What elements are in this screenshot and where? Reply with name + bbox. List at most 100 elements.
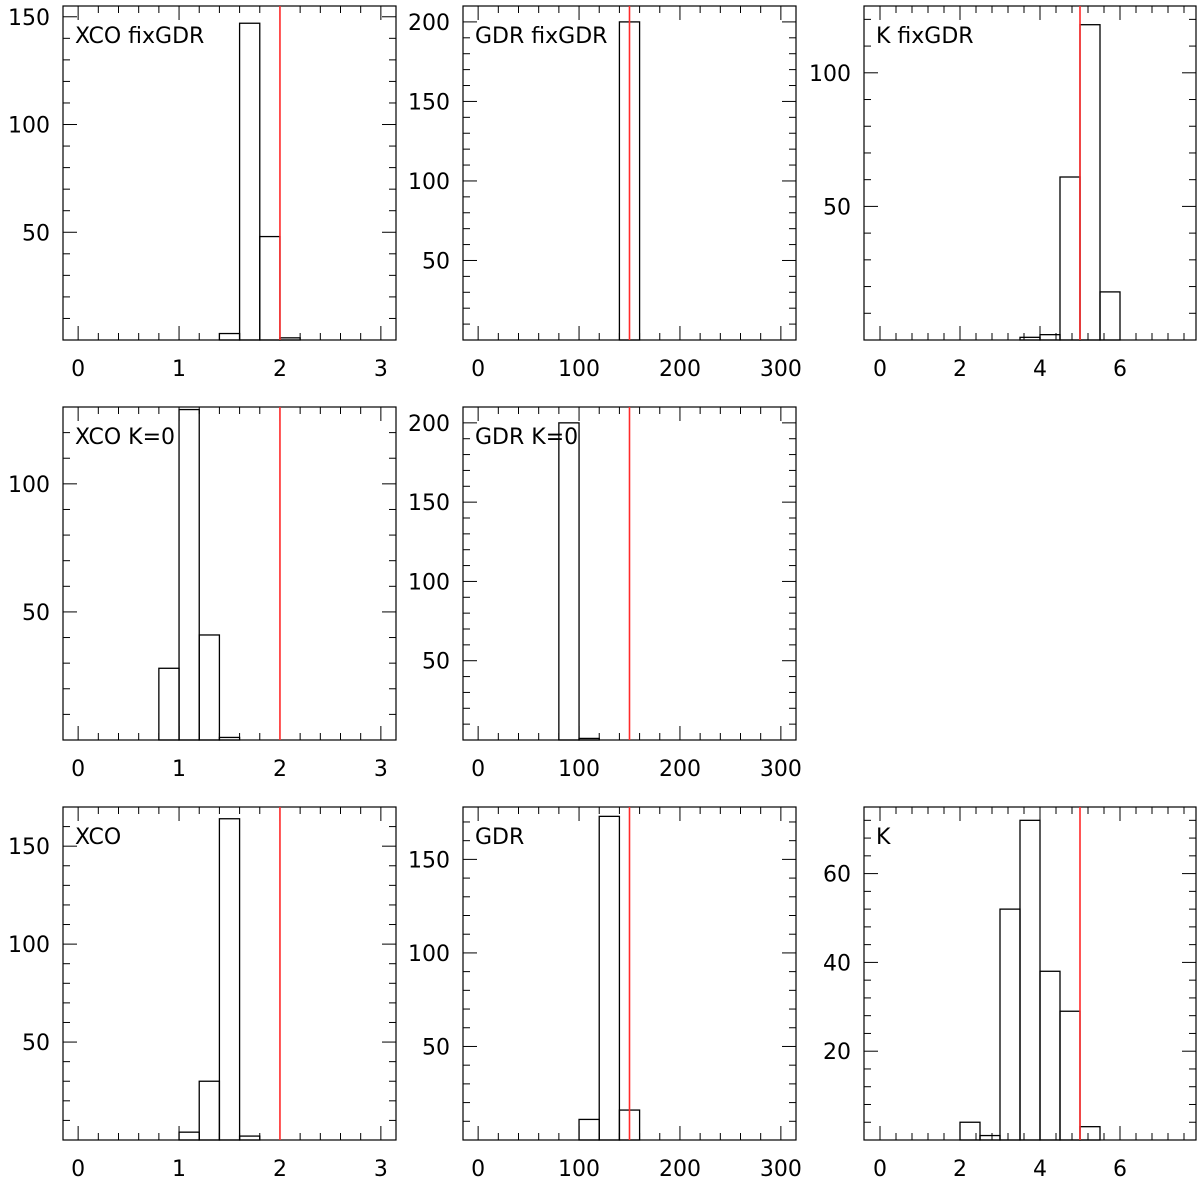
x-tick-label: 1 [172,1157,186,1181]
histogram-bar [178,408,200,741]
histogram-bar [158,667,180,741]
panel-label: XCO fixGDR [75,24,204,49]
x-tick-label: 200 [659,757,701,782]
x-tick-label: 300 [760,757,802,782]
panel-label: XCO K=0 [75,425,175,450]
panel-frame [62,5,397,341]
y-tick-label: 40 [823,951,851,976]
y-tick-label: 50 [422,1035,450,1060]
x-tick-label: 0 [471,1157,485,1181]
y-tick-label: 100 [408,570,450,595]
y-tick-label: 100 [8,933,50,958]
panel-label: GDR K=0 [475,425,578,450]
panel-label: K fixGDR [876,24,974,49]
x-tick-label: 0 [471,357,485,382]
y-tick-label: 150 [408,491,450,516]
y-tick-label: 50 [422,249,450,274]
x-tick-label: 3 [374,757,388,782]
histogram-bar [959,1121,981,1141]
histogram-bar [598,815,621,1141]
y-tick-label: 200 [408,412,450,437]
histogram-bar [1079,24,1101,341]
x-tick-label: 4 [1033,1157,1047,1181]
x-tick-label: 3 [374,1157,388,1181]
x-tick-label: 0 [873,357,887,382]
histogram-panel-7: 0 100 200 300 50 100 150 GDR [408,806,802,1181]
x-tick-label: 4 [1033,357,1047,382]
y-tick-label: 150 [8,6,50,31]
histogram-bar [1079,1126,1101,1141]
histogram-bar [999,908,1021,1141]
histogram-bar [259,235,281,341]
histogram-panel-3: 0 2 4 6 50 100 K fixGDR [809,5,1197,382]
histogram-bar [178,1131,200,1141]
x-tick-label: 200 [659,357,701,382]
y-tick-label: 150 [408,90,450,115]
histogram-panel-8: 0 2 4 6 20 40 60 K [823,806,1197,1181]
histogram-bar [1039,970,1061,1141]
y-tick-label: 50 [823,195,851,220]
x-tick-label: 0 [71,1157,85,1181]
panel-frame [863,5,1197,341]
panel-label: K [876,825,891,850]
histogram-panel-4: 0 1 2 3 50 100 XCO K=0 [8,406,397,782]
x-tick-label: 0 [71,357,85,382]
x-tick-label: 6 [1113,1157,1127,1181]
histogram-panel-6: 0 1 2 3 50 100 150 XCO [8,806,397,1181]
histogram-panel-1: 0 1 2 3 50 100 150 XCO fixGDR [8,5,397,382]
panel-label: GDR fixGDR [475,24,607,49]
x-tick-label: 0 [873,1157,887,1181]
x-tick-label: 2 [953,1157,967,1181]
x-tick-label: 0 [71,757,85,782]
x-tick-label: 1 [172,757,186,782]
histogram-bar [218,818,241,1141]
x-tick-label: 200 [659,1157,701,1181]
histogram-panel-5: 0 100 200 300 50 100 150 200 GDR K=0 [408,406,802,782]
histogram-bar [979,1134,1001,1141]
histogram-bar [198,1080,221,1141]
histogram-bar [198,634,221,741]
y-tick-label: 60 [823,863,851,888]
histogram-bar [218,332,241,341]
histogram-bar [578,737,600,741]
y-tick-label: 50 [22,601,50,626]
y-tick-label: 150 [8,835,50,860]
x-tick-label: 2 [953,357,967,382]
histogram-bar [238,1135,261,1141]
histogram-bar [238,22,261,341]
panel-label: XCO [75,825,121,850]
x-tick-label: 2 [273,357,287,382]
histogram-bar [1019,819,1041,1141]
y-tick-label: 50 [422,650,450,675]
y-tick-label: 150 [408,848,450,873]
y-tick-label: 100 [408,942,450,967]
histogram-bar [1099,291,1121,341]
histogram-bar [1039,334,1061,341]
y-tick-label: 100 [408,170,450,195]
histogram-bar [1059,1010,1081,1141]
panel-frame [62,406,397,741]
histogram-bar [1059,176,1081,341]
x-tick-label: 1 [172,357,186,382]
x-tick-label: 100 [558,1157,600,1181]
histogram-bar [578,1118,600,1141]
histogram-panel-2: 0 100 200 300 50 100 150 200 GDR fixGDR [408,5,802,382]
y-tick-label: 100 [8,114,50,139]
histogram-bar [218,736,241,741]
x-tick-label: 300 [760,1157,802,1181]
x-tick-label: 100 [558,757,600,782]
y-tick-label: 50 [22,1031,50,1056]
y-tick-label: 20 [823,1040,851,1065]
x-tick-label: 3 [374,357,388,382]
x-tick-label: 2 [273,757,287,782]
y-tick-label: 100 [8,473,50,498]
y-tick-label: 50 [22,221,50,246]
y-tick-label: 100 [809,62,851,87]
histogram-bar [558,422,580,741]
panel-frame [62,806,397,1141]
x-tick-label: 2 [273,1157,287,1181]
panel-frame [863,806,1197,1141]
y-tick-label: 200 [408,11,450,36]
x-tick-label: 100 [558,357,600,382]
